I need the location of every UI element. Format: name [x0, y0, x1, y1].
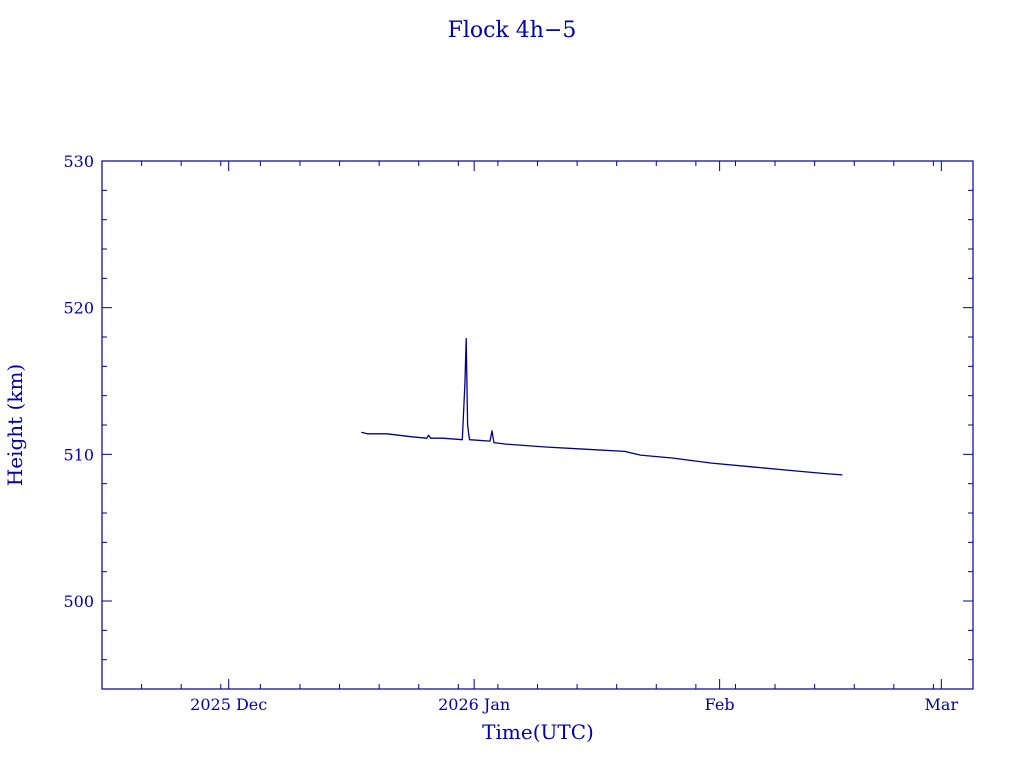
x-tick-label: Feb	[705, 695, 735, 714]
y-tick-label: 520	[63, 299, 94, 318]
x-tick-label: 2026 Jan	[438, 695, 510, 714]
y-axis-title: Height (km)	[3, 364, 27, 486]
axis-ticks	[102, 160, 973, 690]
x-tick-label: Mar	[925, 695, 959, 714]
series-line-1	[361, 337, 843, 476]
x-tick-label: 2025 Dec	[190, 695, 267, 714]
series-group	[361, 337, 843, 476]
chart-title: Flock 4h−5	[448, 18, 577, 43]
plot-frame	[101, 160, 974, 690]
axis-tick-labels: 500 510 520 530 2025 Dec 2026 Jan Feb Mar	[63, 152, 958, 714]
y-tick-label: 500	[63, 592, 94, 611]
x-axis-title: Time(UTC)	[482, 720, 594, 744]
y-tick-label: 530	[63, 152, 94, 171]
y-tick-label: 510	[63, 445, 94, 464]
